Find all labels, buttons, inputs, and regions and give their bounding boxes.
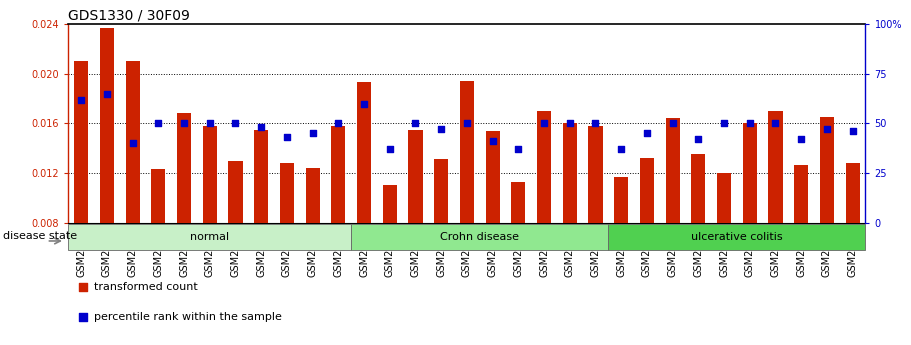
Text: normal: normal — [190, 232, 230, 242]
Point — [589, 121, 603, 126]
Bar — [460, 81, 474, 223]
Point — [793, 137, 808, 142]
Point — [177, 121, 191, 126]
Point — [614, 146, 629, 152]
Bar — [68, 224, 351, 250]
Bar — [486, 131, 499, 223]
Bar — [742, 124, 757, 223]
Point — [331, 121, 345, 126]
Bar — [332, 126, 345, 223]
Point — [691, 137, 706, 142]
Bar — [691, 154, 705, 223]
Point — [537, 121, 551, 126]
Point — [408, 121, 423, 126]
Point — [845, 129, 860, 134]
Point — [305, 130, 320, 136]
Bar — [151, 169, 166, 223]
Bar — [435, 159, 448, 223]
Point — [459, 121, 474, 126]
Bar — [305, 168, 320, 223]
Point — [99, 91, 114, 96]
Text: percentile rank within the sample: percentile rank within the sample — [94, 312, 281, 322]
Point — [768, 121, 783, 126]
Point — [665, 121, 680, 126]
Point — [511, 146, 526, 152]
Text: disease state: disease state — [3, 231, 77, 241]
Bar — [640, 158, 654, 223]
Point — [434, 127, 448, 132]
Bar — [614, 177, 629, 223]
Point — [717, 121, 732, 126]
Point — [562, 121, 577, 126]
Bar — [845, 163, 860, 223]
Bar — [717, 173, 732, 223]
Bar — [177, 114, 191, 223]
Point — [486, 138, 500, 144]
Text: ulcerative colitis: ulcerative colitis — [691, 232, 783, 242]
Point — [254, 125, 269, 130]
Bar — [126, 61, 139, 223]
Bar — [351, 224, 609, 250]
Bar — [383, 185, 397, 223]
Point — [640, 130, 654, 136]
Text: GDS1330 / 30F09: GDS1330 / 30F09 — [68, 9, 190, 23]
Point — [742, 121, 757, 126]
Point — [383, 146, 397, 152]
Bar — [254, 129, 268, 223]
Bar — [820, 117, 834, 223]
Text: transformed count: transformed count — [94, 282, 198, 292]
Point — [820, 127, 834, 132]
Bar — [408, 129, 423, 223]
Bar — [609, 224, 865, 250]
Point — [76, 284, 90, 290]
Bar — [511, 181, 526, 223]
Bar — [280, 163, 294, 223]
Bar — [563, 124, 577, 223]
Point — [228, 121, 242, 126]
Point — [280, 135, 294, 140]
Bar — [537, 111, 551, 223]
Bar — [357, 82, 371, 223]
Bar — [794, 166, 808, 223]
Bar — [100, 28, 114, 223]
Point — [76, 315, 90, 320]
Bar — [768, 111, 783, 223]
Point — [202, 121, 217, 126]
Bar — [74, 61, 88, 223]
Bar — [202, 126, 217, 223]
Bar — [666, 118, 680, 223]
Point — [357, 101, 372, 106]
Point — [151, 121, 166, 126]
Text: Crohn disease: Crohn disease — [440, 232, 519, 242]
Bar — [589, 126, 602, 223]
Point — [126, 140, 140, 146]
Bar — [229, 160, 242, 223]
Point — [74, 97, 88, 102]
